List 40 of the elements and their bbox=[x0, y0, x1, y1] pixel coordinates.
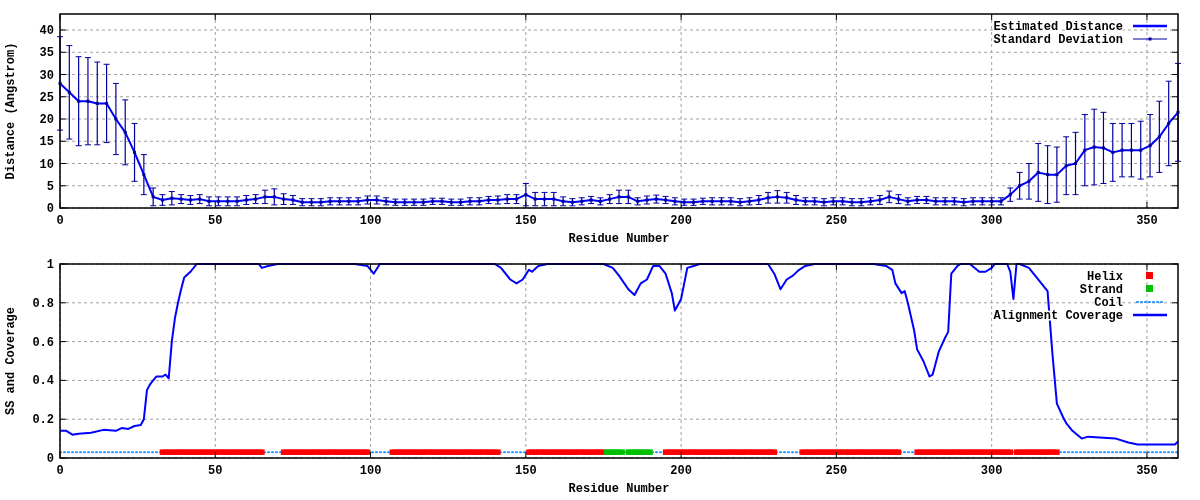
y-tick-label: 0.2 bbox=[32, 413, 54, 428]
y-tick-label: 10 bbox=[39, 157, 54, 172]
y-tick-label: 30 bbox=[39, 68, 54, 83]
x-tick-label: 50 bbox=[208, 464, 223, 478]
y-axis-title: SS and Coverage bbox=[4, 306, 18, 416]
x-tick-label: 100 bbox=[359, 214, 382, 228]
x-tick-label: 350 bbox=[1136, 214, 1158, 228]
x-tick-label: 100 bbox=[359, 464, 382, 478]
x-tick-label: 300 bbox=[980, 464, 1003, 478]
y-tick-label: 0.8 bbox=[32, 296, 54, 311]
x-tick-label: 200 bbox=[670, 214, 692, 228]
legend-label: Coil bbox=[1094, 296, 1123, 310]
y-tick-label: 5 bbox=[46, 179, 54, 194]
x-tick-label: 350 bbox=[1136, 464, 1158, 478]
y-tick-label: 0.4 bbox=[32, 374, 54, 389]
y-tick-label: 40 bbox=[39, 24, 54, 39]
x-tick-label: 250 bbox=[825, 464, 848, 478]
x-tick-label: 50 bbox=[208, 214, 223, 228]
legend-label: Standard Deviation bbox=[993, 33, 1123, 47]
x-tick-label: 150 bbox=[515, 214, 537, 228]
y-tick-label: 0 bbox=[46, 452, 54, 466]
x-tick-label: 150 bbox=[515, 464, 537, 478]
y-tick-label: 35 bbox=[39, 46, 54, 61]
x-tick-label: 0 bbox=[56, 464, 64, 478]
y-tick-label: 1 bbox=[46, 258, 54, 272]
y-tick-label: 0.6 bbox=[32, 335, 54, 350]
legend-label: Strand bbox=[1079, 283, 1123, 297]
y-axis-title: Distance (Angstrom) bbox=[4, 42, 18, 180]
x-tick-label: 0 bbox=[56, 214, 64, 228]
legend-label: Helix bbox=[1086, 270, 1123, 284]
y-tick-label: 15 bbox=[39, 135, 54, 150]
x-tick-label: 250 bbox=[825, 214, 848, 228]
legend-label: Estimated Distance bbox=[993, 20, 1123, 34]
x-tick-label: 300 bbox=[980, 214, 1003, 228]
x-axis-title: Residue Number bbox=[568, 482, 670, 496]
x-axis-title: Residue Number bbox=[568, 232, 670, 246]
x-tick-label: 200 bbox=[670, 464, 692, 478]
y-tick-label: 0 bbox=[46, 202, 54, 216]
y-tick-label: 20 bbox=[39, 113, 54, 128]
y-tick-label: 25 bbox=[39, 90, 54, 105]
